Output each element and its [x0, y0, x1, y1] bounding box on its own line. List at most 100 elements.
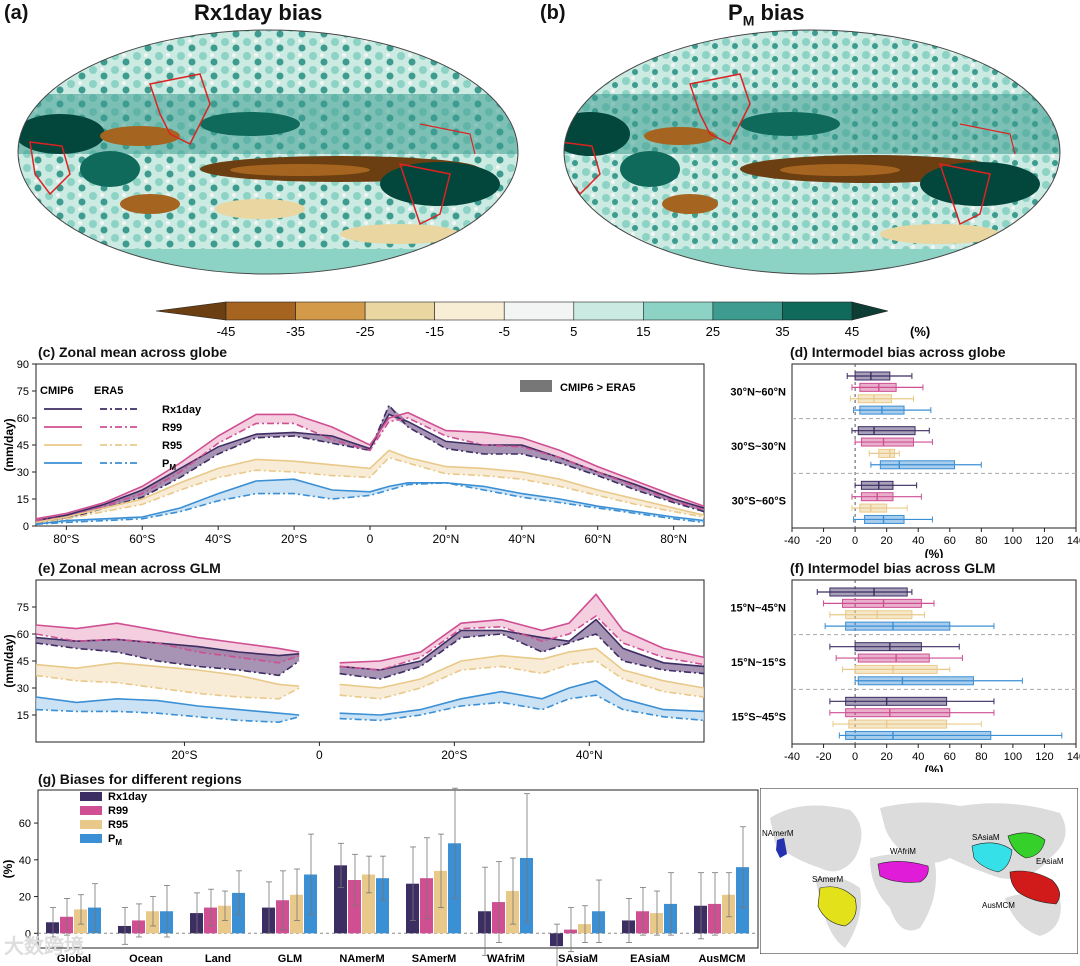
series-line-pm-cmip6	[35, 478, 705, 525]
watermark: 大数跨境	[4, 936, 84, 958]
series-line-rx1day-era5	[339, 633, 705, 680]
y-tick-label: 15	[17, 710, 29, 722]
x-tick-label: 140	[1067, 751, 1080, 763]
wafrim-label: WAfriM	[890, 847, 916, 856]
group-label: 30°S~30°N	[731, 441, 786, 453]
colorbar-tick: 5	[570, 324, 577, 339]
legend-swatch-r99	[80, 806, 102, 815]
y-tick-label: 90	[17, 359, 29, 371]
series-line-pm-era5	[339, 694, 705, 722]
regional-bias-bar-chart: 0 20 40 60 (%) Global Ocean Land GLM NAmerM SAmerM…	[1, 787, 759, 966]
series-line-rx1day-era5	[35, 403, 705, 524]
bar-rx1day	[262, 907, 275, 934]
y-tick-label: 45	[17, 656, 29, 668]
series-line-r95-cmip6	[35, 449, 705, 524]
box	[857, 394, 892, 404]
y-tick-label: 60	[19, 818, 31, 830]
x-tick-label: 80	[975, 535, 987, 547]
colorbar-tick: -5	[498, 324, 510, 339]
box	[845, 696, 948, 706]
series-line-r99-cmip6	[35, 622, 300, 653]
bar-r99	[60, 916, 73, 934]
bias-shade-pm	[339, 680, 704, 721]
x-tick-label: 120	[1035, 751, 1053, 763]
x-tick-label: 0	[852, 535, 858, 547]
bar-r99	[204, 907, 217, 934]
bar-r99	[276, 900, 289, 934]
colorbar-tick: -15	[425, 324, 444, 339]
plot-frame	[791, 579, 1077, 745]
bar-r99	[420, 878, 433, 934]
intermodel-bias-glm-chart: 15°N~45°N 15°N~15°S 15°S~45°S -40 -20 0 20 40 60…	[730, 579, 1080, 772]
colorbar-bin	[573, 301, 644, 321]
group-label: 15°N~15°S	[731, 657, 786, 669]
y-tick-label: 0	[23, 521, 29, 533]
bar-r95	[218, 905, 231, 934]
map-pm-bias	[563, 29, 1061, 275]
bar-r95	[290, 894, 303, 934]
category-label: Ocean	[129, 953, 163, 965]
x-tick-label: 20	[881, 751, 893, 763]
box	[879, 460, 956, 470]
series-line-r99-cmip6	[35, 411, 705, 520]
legend-label-r99: R99	[162, 422, 182, 434]
bar-r95	[722, 894, 735, 934]
bar-pm	[304, 874, 317, 934]
x-axis-label: (%)	[925, 763, 944, 772]
y-tick-label: 60	[17, 629, 29, 641]
y-tick-label: 30	[17, 683, 29, 695]
category-label: AusMCM	[698, 953, 745, 965]
series-line-r99-era5	[35, 417, 705, 522]
box	[848, 719, 948, 729]
bar-rx1day	[46, 922, 59, 934]
legend-label-pm-sub: M	[169, 463, 176, 472]
box	[845, 621, 951, 631]
x-tick-label: 20°S	[171, 748, 197, 762]
colorbar-extend-high	[851, 301, 889, 321]
monsoon-regions-map: NAmerM SAmerM WAfriM SAsiaM EAsiaM AusMC…	[760, 788, 1078, 954]
bar-rx1day	[406, 883, 419, 934]
colorbar-bin	[782, 301, 853, 321]
series-line-r95-era5	[35, 674, 300, 700]
x-tick-label: 120	[1035, 535, 1053, 547]
series-line-r99-cmip6	[339, 593, 705, 664]
y-tick-label: 30	[17, 467, 29, 479]
y-axis-label: (mm/day)	[2, 634, 16, 687]
category-label: SAsiaM	[558, 953, 598, 965]
series-line-r99-era5	[339, 614, 705, 671]
bar-r95	[578, 924, 591, 934]
box	[854, 664, 938, 674]
map-b-title: PM bias	[728, 0, 805, 29]
colorbar-bin	[503, 301, 575, 321]
bar-rx1day	[334, 865, 347, 934]
x-tick-label: 80	[975, 751, 987, 763]
bar-pm	[520, 857, 533, 934]
y-tick-label: 75	[17, 602, 29, 614]
bar-pm	[160, 911, 173, 934]
y-tick-label: 60	[17, 413, 29, 425]
y-tick-label: 40	[19, 855, 31, 867]
sasiam-label: SAsiaM	[972, 833, 1000, 842]
x-tick-label: 60°S	[129, 532, 155, 546]
x-tick-label: 0	[367, 532, 374, 546]
bar-r95	[362, 874, 375, 934]
category-label: Global	[57, 953, 91, 965]
category-label: SAmerM	[412, 953, 457, 965]
bar-pm	[448, 843, 461, 934]
box	[860, 437, 914, 447]
colorbar-bin	[364, 301, 435, 321]
x-tick-label: -40	[784, 751, 800, 763]
zonal-mean-glm-chart: 15 30 45 60 75 20°S 0 20°S 40°N (mm/day)	[2, 579, 705, 762]
sasiam-region	[971, 842, 1013, 873]
legend-shade-swatch	[520, 380, 552, 392]
box	[857, 653, 930, 663]
x-tick-label: 60	[944, 751, 956, 763]
panel-g-title: (g) Biases for different regions	[38, 771, 242, 787]
box	[841, 598, 922, 608]
bar-r95	[506, 891, 519, 934]
x-tick-label: 140	[1067, 535, 1080, 547]
bar-r95	[74, 909, 87, 934]
colorbar-tick: 45	[845, 324, 859, 339]
box	[829, 587, 908, 597]
category-label: WAfriM	[487, 953, 525, 965]
